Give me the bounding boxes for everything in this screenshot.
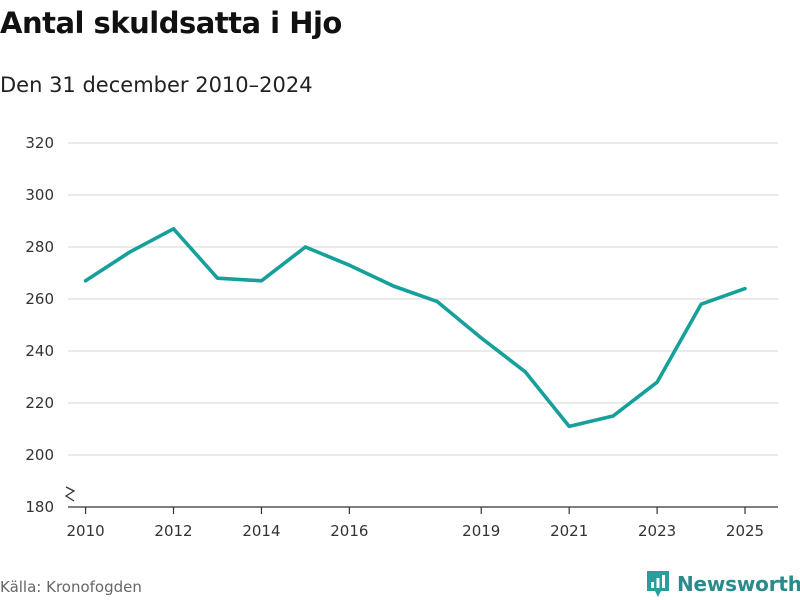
data-point-2010 (84, 279, 88, 283)
brand-logo: Newsworthy (645, 569, 800, 599)
x-tick-label-2019: 2019 (462, 522, 500, 540)
x-tick-label-2025: 2025 (726, 522, 764, 540)
y-tick-label-220: 220 (25, 394, 54, 412)
data-point-2025 (743, 287, 747, 291)
x-axis (64, 486, 778, 508)
data-point-2018 (435, 300, 439, 304)
data-point-2016 (347, 263, 351, 267)
newsworthy-logo-icon (647, 571, 669, 597)
data-point-2011 (128, 250, 132, 254)
data-point-2015 (303, 245, 307, 249)
series-line-0 (83, 227, 747, 429)
series-layer (83, 227, 747, 429)
data-point-2014 (259, 279, 263, 283)
data-point-2022 (611, 414, 615, 418)
y-tick-label-200: 200 (25, 446, 54, 464)
brand-name: Newsworthy (677, 572, 800, 596)
chart-title: Antal skuldsatta i Hjo (0, 6, 342, 40)
x-axis-ticks: 2010 2012 2014 2016 2019 2021 2023 2025 (66, 507, 764, 540)
data-point-2019 (479, 336, 483, 340)
y-axis-ticks: 180 200 220 240 260 280 300 320 (25, 134, 54, 516)
source-note: Källa: Kronofogden (0, 578, 142, 596)
axis-break-mark (64, 486, 76, 502)
chart-subtitle: Den 31 december 2010–2024 (0, 73, 313, 97)
data-point-2013 (215, 276, 219, 280)
data-point-2020 (523, 370, 527, 374)
grid-lines (68, 142, 778, 456)
x-tick-label-2021: 2021 (550, 522, 588, 540)
x-tick-label-2012: 2012 (154, 522, 192, 540)
y-tick-label-260: 260 (25, 290, 54, 308)
x-tick-label-2010: 2010 (66, 522, 104, 540)
data-point-2012 (172, 227, 176, 231)
data-point-2024 (699, 302, 703, 306)
y-tick-label-280: 280 (25, 238, 54, 256)
y-tick-label-320: 320 (25, 134, 54, 152)
y-tick-label-240: 240 (25, 342, 54, 360)
y-tick-label-180: 180 (25, 498, 54, 516)
x-tick-label-2023: 2023 (638, 522, 676, 540)
x-tick-label-2014: 2014 (242, 522, 280, 540)
x-tick-label-2016: 2016 (330, 522, 368, 540)
data-point-2017 (391, 284, 395, 288)
y-tick-label-300: 300 (25, 186, 54, 204)
data-point-2021 (567, 424, 571, 428)
data-point-2023 (655, 380, 659, 384)
